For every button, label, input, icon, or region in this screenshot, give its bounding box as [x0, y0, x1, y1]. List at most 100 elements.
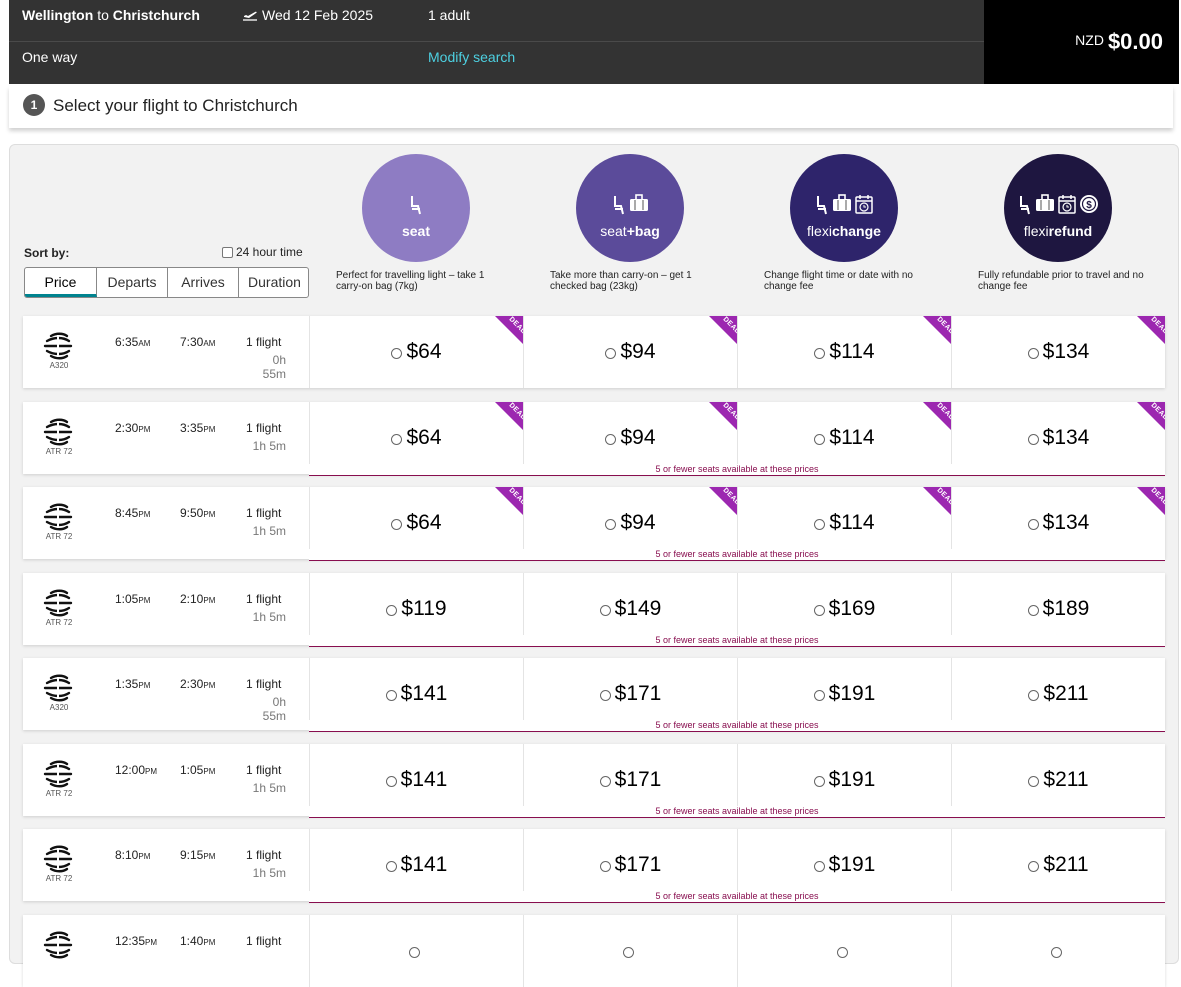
sort-tab-duration[interactable]: Duration [248, 274, 301, 290]
fare-flexirefund-price-cell[interactable]: $134 DEAL [951, 487, 1165, 559]
fare-seat-name-a: seat [401, 223, 431, 239]
fare-flexirefund-radio[interactable] [1028, 690, 1040, 701]
flight-count: 1 flight [246, 421, 282, 435]
fare-seat-bag-price-cell[interactable] [523, 915, 737, 987]
fare-seat-price-cell[interactable]: $119 [309, 573, 523, 645]
flight-row[interactable]: ATR 72 1:05PM 2:10PM 1 flight 1h 5m $119 $149 $… [23, 573, 1165, 647]
fare-flexichange-price-cell[interactable]: $191 [737, 658, 951, 730]
fare-flexirefund-radio[interactable] [1051, 947, 1062, 958]
flight-info: ATR 72 1:05PM 2:10PM 1 flight 1h 5m [23, 573, 309, 645]
flight-row[interactable]: ATR 72 2:30PM 3:35PM 1 flight 1h 5m $64 DEAL $9… [23, 402, 1165, 476]
fare-flexirefund-radio[interactable] [1027, 348, 1039, 359]
fare-seat-radio[interactable] [385, 690, 397, 701]
fare-flexirefund-radio[interactable] [1028, 776, 1040, 787]
fare-seat-bag-radio[interactable] [623, 947, 634, 958]
fare-seat-bag-price-cell[interactable]: $171 [523, 658, 737, 730]
fare-seat-bag-price-cell[interactable]: $94 DEAL [523, 402, 737, 474]
fare-seat-bag-radio[interactable] [605, 348, 617, 359]
seat-icon [1019, 196, 1030, 215]
fare-flexichange-radio[interactable] [837, 947, 848, 958]
fare-seat-bag-radio[interactable] [599, 605, 611, 616]
fare-flexirefund-price-cell[interactable]: $134 DEAL [951, 402, 1165, 474]
fare-seat-bag-price-cell[interactable]: $94 DEAL [523, 316, 737, 388]
fare-flexichange-price-cell[interactable]: $114 DEAL [737, 402, 951, 474]
fare-seat-price-cell[interactable]: $64 DEAL [309, 402, 523, 474]
fare-flexichange-price-cell[interactable] [737, 915, 951, 987]
24-hour-toggle[interactable]: 24 hour time [222, 245, 303, 259]
fare-flexirefund-price-cell[interactable]: $134 DEAL [951, 316, 1165, 388]
fare-flexirefund-radio[interactable] [1027, 605, 1039, 616]
modify-search-link[interactable]: Modify search [428, 49, 516, 65]
fare-flexichange-price: $114 [829, 340, 875, 363]
fare-flexirefund-radio[interactable] [1027, 434, 1039, 445]
fare-seat-price-cell[interactable]: $141 [309, 829, 523, 901]
departure-time-suffix: PM [138, 681, 151, 690]
24-hour-checkbox[interactable] [222, 246, 233, 258]
flight-row[interactable]: 12:35PM 1:40PM 1 flight [23, 915, 1165, 987]
fare-flexichange-price-cell[interactable]: $191 [737, 744, 951, 816]
fare-flexichange-radio[interactable] [814, 348, 826, 359]
fare-seat-bag-price-cell[interactable]: $94 DEAL [523, 487, 737, 559]
fare-flexichange-radio[interactable] [814, 519, 826, 530]
fare-flexichange-radio[interactable] [813, 861, 825, 872]
fare-flexirefund-price: $134 [1042, 426, 1090, 449]
fare-flexirefund-radio[interactable] [1027, 519, 1039, 530]
flight-info: ATR 72 12:00PM 1:05PM 1 flight 1h 5m [23, 744, 309, 816]
fare-seat-radio[interactable] [385, 776, 397, 787]
fare-flexirefund-radio[interactable] [1028, 861, 1040, 872]
fare-flexichange-price-cell[interactable]: $191 [737, 829, 951, 901]
fare-flexichange-price-cell[interactable]: $169 [737, 573, 951, 645]
fare-flexichange-radio[interactable] [813, 690, 825, 701]
fare-seat-radio[interactable] [391, 434, 403, 445]
flight-row[interactable]: ATR 72 12:00PM 1:05PM 1 flight 1h 5m $141 $171… [23, 744, 1165, 818]
fare-flexirefund-price-cell[interactable] [951, 915, 1165, 987]
sort-tab-arrives[interactable]: Arrives [168, 268, 239, 297]
flight-info: ATR 72 2:30PM 3:35PM 1 flight 1h 5m [23, 402, 309, 474]
sort-tab-price[interactable]: Price [25, 268, 97, 297]
fare-flexirefund-description: Fully refundable prior to travel and no … [978, 270, 1144, 292]
fare-flexirefund-price-cell[interactable]: $189 [951, 573, 1165, 645]
fare-flexichange-price-cell[interactable]: $114 DEAL [737, 316, 951, 388]
fare-flexirefund-price: $211 [1043, 853, 1089, 876]
flight-row[interactable]: ATR 72 8:10PM 9:15PM 1 flight 1h 5m $141 $171 $… [23, 829, 1165, 903]
fare-seat-radio[interactable] [409, 947, 420, 958]
flight-row[interactable]: ATR 72 8:45PM 9:50PM 1 flight 1h 5m $64 DEAL $9… [23, 487, 1165, 561]
fare-seat-bag-price-cell[interactable]: $149 [523, 573, 737, 645]
fare-seat-bag-price-cell[interactable]: $171 [523, 744, 737, 816]
fare-seat-price-cell[interactable]: $141 [309, 744, 523, 816]
fare-flexirefund-price-cell[interactable]: $211 [951, 829, 1165, 901]
arrival-time-suffix: PM [203, 596, 216, 605]
fare-seat-radio[interactable] [386, 605, 398, 616]
route: Wellington to Christchurch [22, 7, 200, 23]
fare-seat-radio[interactable] [391, 519, 403, 530]
fare-flexichange-radio[interactable] [813, 776, 825, 787]
fare-seat-bag-radio[interactable] [605, 434, 617, 445]
fare-seat-price-cell[interactable]: $64 DEAL [309, 316, 523, 388]
fare-seat-price-cell[interactable] [309, 915, 523, 987]
fare-flexirefund-price-cell[interactable]: $211 [951, 744, 1165, 816]
flight-row[interactable]: A320 1:35PM 2:30PM 1 flight 0h 55m $141 $171 $1… [23, 658, 1165, 732]
fare-seat-bag-radio[interactable] [599, 690, 611, 701]
fare-flexichange-price-cell[interactable]: $114 DEAL [737, 487, 951, 559]
fare-flexirefund-price-cell[interactable]: $211 [951, 658, 1165, 730]
fare-seat-bag-badge: seat+bag [576, 154, 684, 262]
fare-flexichange-radio[interactable] [814, 434, 826, 445]
fare-seat-price-cell[interactable]: $64 DEAL [309, 487, 523, 559]
fare-seat-bag-radio[interactable] [605, 519, 617, 530]
fare-seat-bag-radio[interactable] [599, 861, 611, 872]
fare-seat-radio[interactable] [385, 861, 397, 872]
fare-seat-price-cell[interactable]: $141 [309, 658, 523, 730]
step-heading: 1 Select your flight to Christchurch [9, 86, 1173, 128]
fare-seat-radio[interactable] [391, 348, 403, 359]
fare-seat-bag-price-cell[interactable]: $171 [523, 829, 737, 901]
aircraft-type: ATR 72 [45, 874, 73, 883]
airline-logo-icon [43, 589, 73, 617]
deal-ribbon: DEAL [923, 487, 951, 515]
flight-row[interactable]: A320 6:35AM 7:30AM 1 flight 0h 55m $64 DEAL $94… [23, 316, 1165, 388]
deal-ribbon: DEAL [495, 316, 523, 344]
flight-info: A320 6:35AM 7:30AM 1 flight 0h 55m [23, 316, 309, 388]
fare-flexichange-radio[interactable] [813, 605, 825, 616]
flight-info: ATR 72 8:10PM 9:15PM 1 flight 1h 5m [23, 829, 309, 901]
sort-tab-departs[interactable]: Departs [97, 268, 168, 297]
fare-seat-bag-radio[interactable] [599, 776, 611, 787]
